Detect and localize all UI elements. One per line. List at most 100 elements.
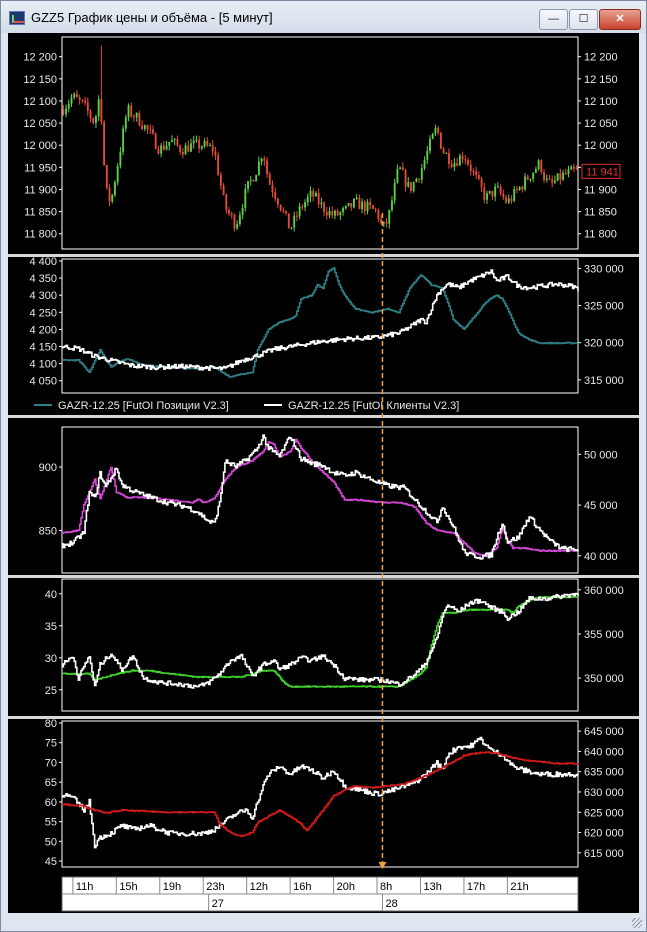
y-tick-label-right: 325 000	[584, 301, 624, 313]
candle-body	[114, 182, 116, 195]
candle-body	[62, 109, 65, 115]
candle-body	[122, 128, 125, 152]
candle-body	[374, 208, 377, 210]
candle-body	[222, 185, 225, 195]
candle-body	[513, 189, 516, 201]
candle-body	[453, 163, 456, 167]
legend-label-clients: GAZR-12.25 [FutOI Клиенты V2.3]	[288, 400, 459, 412]
y-tick-label-left: 50	[45, 836, 57, 848]
candle-body	[382, 222, 385, 224]
candle-body	[420, 168, 423, 180]
candle-body	[393, 182, 396, 201]
candle-body	[456, 163, 459, 166]
y-tick-label-left: 4 400	[29, 256, 57, 268]
candle-body	[475, 171, 478, 175]
candle-body	[165, 145, 168, 150]
candle-body	[252, 179, 255, 182]
candle-body	[95, 116, 97, 123]
maximize-button[interactable]: ☐	[569, 9, 598, 30]
candle-body	[325, 211, 328, 216]
candle-body	[410, 182, 412, 191]
y-tick-label-left: 12 050	[23, 118, 57, 130]
candle-body	[570, 166, 573, 170]
crosshair-cursor-arrow-icon	[378, 862, 387, 869]
candle-body	[401, 167, 404, 171]
candle-body	[543, 172, 545, 180]
candle-body	[524, 176, 526, 190]
candle-body	[372, 205, 374, 209]
candle-body	[445, 152, 448, 154]
time-tick-label: 13h	[423, 881, 441, 893]
y-tick-label-right: 360 000	[584, 585, 624, 597]
candle-body	[274, 192, 277, 199]
candle-body	[312, 190, 315, 197]
candle-body	[75, 93, 78, 98]
y-tick-label-right: 615 000	[584, 848, 624, 860]
candle-body	[366, 202, 369, 212]
candle-body	[486, 193, 488, 200]
candle-body	[238, 214, 241, 225]
candle-body	[97, 99, 100, 117]
candle-body	[241, 208, 244, 215]
y-tick-label-right: 12 200	[584, 52, 618, 64]
candle-body	[162, 145, 165, 150]
candle-body	[355, 197, 358, 199]
candle-body	[526, 176, 529, 180]
panel-separator[interactable]	[8, 575, 639, 578]
title-bar[interactable]: GZZ5 График цены и объёма - [5 минут] — …	[1, 1, 646, 33]
y-tick-label-right: 625 000	[584, 807, 624, 819]
candle-body	[448, 152, 450, 165]
y-tick-label-right: 645 000	[584, 726, 624, 738]
candle-body	[380, 219, 383, 224]
candle-body	[276, 198, 279, 205]
panel-separator[interactable]	[8, 415, 639, 418]
resize-grip-icon[interactable]	[632, 918, 642, 928]
candle-body	[437, 128, 440, 133]
candle-body	[176, 139, 179, 146]
candle-body	[491, 190, 494, 197]
y-tick-label-left: 25	[45, 685, 57, 697]
y-tick-label-right: 355 000	[584, 629, 624, 641]
y-tick-label-right: 330 000	[584, 263, 624, 275]
candle-body	[133, 116, 135, 118]
candle-body	[225, 194, 228, 211]
status-bar	[1, 913, 646, 931]
candle-body	[320, 202, 323, 205]
candle-body	[407, 182, 410, 187]
candle-body	[499, 186, 502, 194]
candle-body	[111, 194, 114, 202]
candle-body	[562, 172, 565, 180]
candle-body	[135, 112, 138, 118]
chart-area[interactable]: 11 800 11 800 11 850 11 850 11 900 11 900 11 9…	[8, 33, 639, 913]
time-tick-label: 12h	[250, 881, 268, 893]
candle-body	[534, 169, 537, 173]
window-title: GZZ5 График цены и объёма - [5 минут]	[31, 10, 273, 25]
candle-body	[418, 178, 421, 180]
panel-separator[interactable]	[8, 716, 639, 719]
date-tick-label: 28	[385, 898, 397, 910]
close-button[interactable]: ✕	[599, 9, 641, 30]
candle-body	[548, 178, 551, 180]
candle-body	[295, 215, 298, 217]
candle-body	[168, 142, 171, 146]
chart-canvas[interactable]: 11 800 11 800 11 850 11 850 11 900 11 900 11 9…	[8, 33, 639, 913]
y-tick-label-left: 4 150	[29, 342, 57, 354]
candle-body	[236, 224, 239, 229]
candle-body	[464, 159, 467, 161]
candle-body	[575, 168, 578, 170]
candle-body	[266, 160, 268, 174]
y-tick-label-right: 12 050	[584, 118, 618, 130]
candle-body	[551, 179, 554, 183]
candle-body	[192, 140, 195, 144]
candle-body	[263, 158, 266, 161]
y-tick-label-right: 40 000	[584, 551, 618, 563]
time-tick-label: 19h	[163, 881, 181, 893]
candle-body	[89, 111, 92, 119]
time-tick-label: 20h	[337, 881, 355, 893]
panel-separator[interactable]	[8, 254, 639, 257]
candle-body	[553, 180, 556, 183]
minimize-button[interactable]: —	[539, 9, 568, 30]
y-tick-label-left: 4 050	[29, 376, 57, 388]
candle-body	[477, 174, 480, 179]
